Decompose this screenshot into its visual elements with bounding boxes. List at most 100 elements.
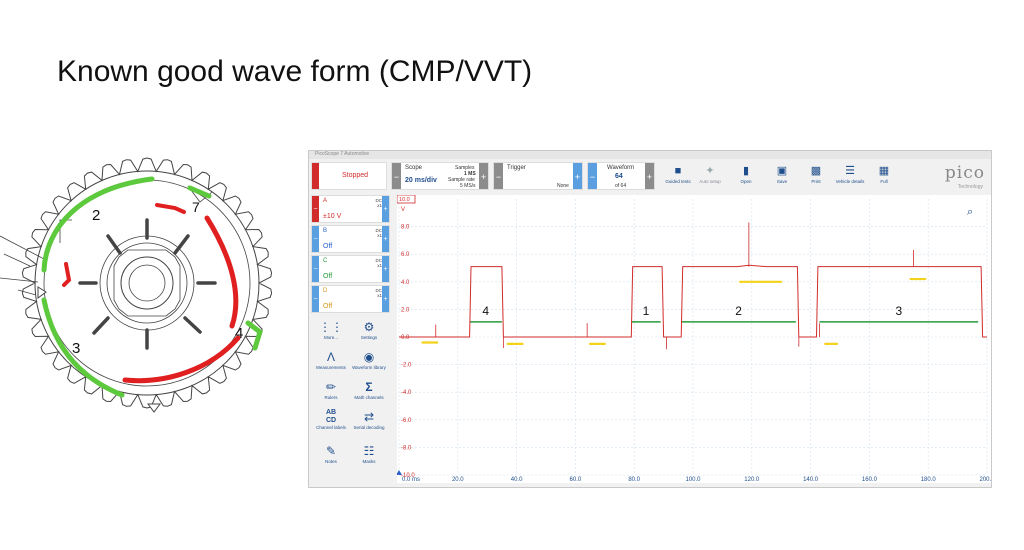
channel-d-panel[interactable]: − D DC x1 Off +: [311, 285, 390, 313]
channel-b-panel[interactable]: − B DC x1 Off +: [311, 225, 390, 253]
y-tick-label: -6.0: [401, 418, 412, 424]
x-tick-label: 120.0: [744, 477, 760, 483]
channel-b-decrease-button[interactable]: −: [312, 226, 319, 252]
channel-a-decrease-button[interactable]: −: [312, 196, 319, 222]
x-tick-label: 40.0: [511, 477, 523, 483]
channel-d-coupling-value: DC: [375, 288, 383, 293]
timebase-decrease-button[interactable]: −: [392, 163, 401, 189]
waveform-label: Waveform: [607, 165, 635, 171]
green-arc-2: [41, 176, 155, 273]
channel-a-increase-button[interactable]: +: [382, 196, 389, 222]
waveform-selector: − Waveform 64 of 64 +: [587, 162, 655, 190]
stop-indicator: [312, 163, 319, 189]
channel-labels-button[interactable]: AB CD Channel labels: [313, 409, 349, 430]
settings-label: Settings: [360, 335, 378, 340]
channel-c-decrease-button[interactable]: −: [312, 256, 319, 282]
channel-a-range: ±10 V: [323, 213, 342, 220]
channel-d-increase-button[interactable]: +: [382, 286, 389, 312]
trigger-mode[interactable]: None: [557, 183, 569, 189]
pico-logo-text: pico: [944, 163, 985, 183]
channel-a-name: A: [323, 198, 328, 204]
scope-plot-area[interactable]: 0.0 ms 20.0 40.0 60.0 80.0 100.0 120.0 140.0 160…: [396, 194, 991, 483]
y-tick-label: 4.0: [401, 280, 410, 286]
channel-d-probe: x1: [377, 293, 382, 298]
waveform-previous-button[interactable]: −: [588, 163, 597, 189]
math-channels-button[interactable]: Σ Math channels: [351, 379, 387, 400]
sigma-icon: Σ: [365, 380, 373, 394]
notes-button[interactable]: ✎ Notes: [313, 443, 349, 464]
masks-label: Masks: [362, 459, 376, 464]
time-zero-marker: [396, 470, 402, 475]
cam-sprocket-diagram: 2 7 3 4: [0, 157, 273, 413]
masks-button[interactable]: ☷ Masks: [351, 443, 387, 464]
trigger-decrease-button[interactable]: −: [494, 163, 503, 189]
channel-b-increase-button[interactable]: +: [382, 226, 389, 252]
y-tick-label: 0.0: [401, 335, 410, 341]
more-button[interactable]: ⋮⋮ More...: [313, 319, 349, 340]
green-arc-4: [245, 320, 263, 351]
y-range-label: 10.0: [399, 197, 410, 203]
vehicle-details-label: Vehicle details: [835, 179, 865, 184]
channel-d-decrease-button[interactable]: −: [312, 286, 319, 312]
red-arc-right: [204, 215, 239, 329]
x-tick-label: 60.0: [570, 477, 582, 483]
vehicle-details-button[interactable]: ☰ Vehicle details: [836, 163, 865, 191]
notes-label: Notes: [325, 459, 337, 464]
clipboard-icon: ☰: [845, 165, 855, 177]
waveform-library-button[interactable]: ◉ Waveform library: [351, 349, 387, 370]
grid-dots-icon: ⋮⋮: [319, 320, 343, 334]
sprocket-label-3: 3: [72, 340, 80, 357]
measurements-button[interactable]: Λ Measurements: [313, 349, 349, 370]
waveform-chart[interactable]: 0.0 ms 20.0 40.0 60.0 80.0 100.0 120.0 140.0 160…: [396, 194, 991, 483]
auto-setup-button[interactable]: ✦ Auto setup: [697, 163, 723, 191]
picoscope-window: PicoScope 7 Automotive Stopped − Scope 2…: [308, 150, 992, 488]
rulers-button[interactable]: ✏ Rulers: [313, 379, 349, 400]
folder-icon: ▮: [742, 165, 750, 177]
car-icon: ■: [674, 165, 682, 177]
save-label: Save: [776, 179, 788, 184]
x-tick-label: 140.0: [803, 477, 819, 483]
open-button[interactable]: ▮ Open: [733, 163, 759, 191]
timebase-value[interactable]: 20 ms/div: [405, 177, 437, 184]
red-mark-7: [155, 203, 186, 214]
note-icon: ✎: [325, 444, 337, 458]
serial-decoding-label: Serial decoding: [353, 425, 385, 430]
measurements-label: Measurements: [316, 365, 346, 370]
trigger-label: Trigger: [507, 165, 526, 171]
channel-b-coupling-value: DC: [375, 228, 383, 233]
timebase-increase-button[interactable]: +: [479, 163, 488, 189]
channel-d-name: D: [323, 288, 328, 294]
channel-c-increase-button[interactable]: +: [382, 256, 389, 282]
channel-c-probe: x1: [377, 263, 382, 268]
print-label: Print: [811, 179, 821, 184]
print-button[interactable]: ▩ Print: [803, 163, 829, 191]
channel-b-coupling: DC x1: [370, 228, 383, 238]
fullscreen-icon: ▦: [878, 165, 890, 177]
channel-b-range: Off: [323, 243, 333, 250]
y-unit-label: V: [401, 207, 405, 213]
full-screen-button[interactable]: ▦ Full: [871, 163, 897, 191]
trigger-increase-button[interactable]: +: [573, 163, 582, 189]
green-arc-3: [41, 297, 125, 398]
abcd-icon: AB CD: [325, 409, 337, 424]
settings-button[interactable]: ⚙ Settings: [351, 319, 387, 340]
waveform-index: 64: [615, 173, 623, 180]
gear-icon: ⚙: [363, 320, 375, 334]
save-button[interactable]: ▣ Save: [769, 163, 795, 191]
segment-label-2: 2: [735, 304, 742, 318]
channel-c-panel[interactable]: − C DC x1 Off +: [311, 255, 390, 283]
compass-icon: Λ: [326, 350, 335, 364]
waveform-count: of 64: [615, 183, 627, 189]
channel-a-coupling: DC x1: [370, 198, 383, 208]
channel-b-name: B: [323, 228, 328, 234]
channel-a-panel[interactable]: − A DC x1 ±10 V +: [311, 195, 390, 223]
guided-tests-button[interactable]: ■ Guided tests: [665, 163, 691, 191]
sprocket-label-2: 2: [92, 207, 100, 224]
run-stop-button[interactable]: Stopped: [311, 162, 387, 190]
sample-rate-value: 5 MS/s: [460, 183, 476, 189]
serial-decoding-button[interactable]: ⇄ Serial decoding: [351, 409, 387, 430]
samples-value[interactable]: 1 MS: [464, 171, 476, 177]
window-titlebar: PicoScope 7 Automotive: [309, 151, 991, 159]
waveform-next-button[interactable]: +: [645, 163, 654, 189]
guided-tests-label: Guided tests: [665, 179, 691, 184]
